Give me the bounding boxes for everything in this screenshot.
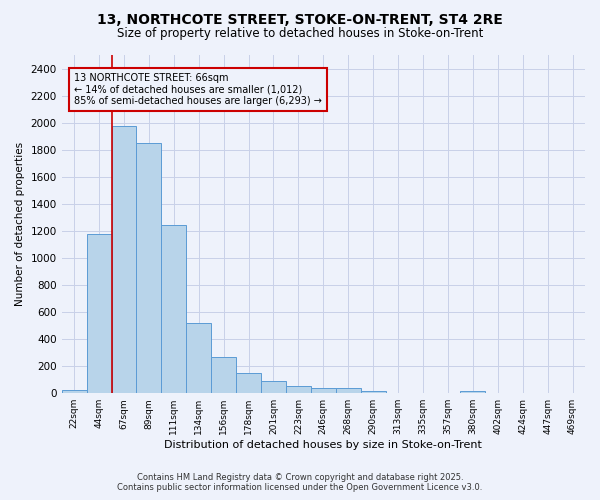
Bar xyxy=(62,390,86,393)
Bar xyxy=(361,391,386,393)
Bar xyxy=(336,388,361,393)
Bar xyxy=(236,373,261,393)
Text: 13, NORTHCOTE STREET, STOKE-ON-TRENT, ST4 2RE: 13, NORTHCOTE STREET, STOKE-ON-TRENT, ST… xyxy=(97,12,503,26)
Text: Size of property relative to detached houses in Stoke-on-Trent: Size of property relative to detached ho… xyxy=(117,28,483,40)
Bar xyxy=(460,390,485,393)
Bar xyxy=(112,126,136,393)
Bar xyxy=(386,392,410,393)
Bar xyxy=(261,381,286,393)
X-axis label: Distribution of detached houses by size in Stoke-on-Trent: Distribution of detached houses by size … xyxy=(164,440,482,450)
Bar xyxy=(311,388,336,393)
Bar xyxy=(286,386,311,393)
Text: Contains HM Land Registry data © Crown copyright and database right 2025.
Contai: Contains HM Land Registry data © Crown c… xyxy=(118,473,482,492)
Bar xyxy=(161,225,186,393)
Bar xyxy=(436,392,460,393)
Text: 13 NORTHCOTE STREET: 66sqm
← 14% of detached houses are smaller (1,012)
85% of s: 13 NORTHCOTE STREET: 66sqm ← 14% of deta… xyxy=(74,72,322,106)
Bar xyxy=(211,356,236,393)
Bar xyxy=(186,323,211,393)
Bar xyxy=(136,143,161,393)
Bar xyxy=(410,392,436,393)
Y-axis label: Number of detached properties: Number of detached properties xyxy=(15,142,25,306)
Bar xyxy=(86,234,112,393)
